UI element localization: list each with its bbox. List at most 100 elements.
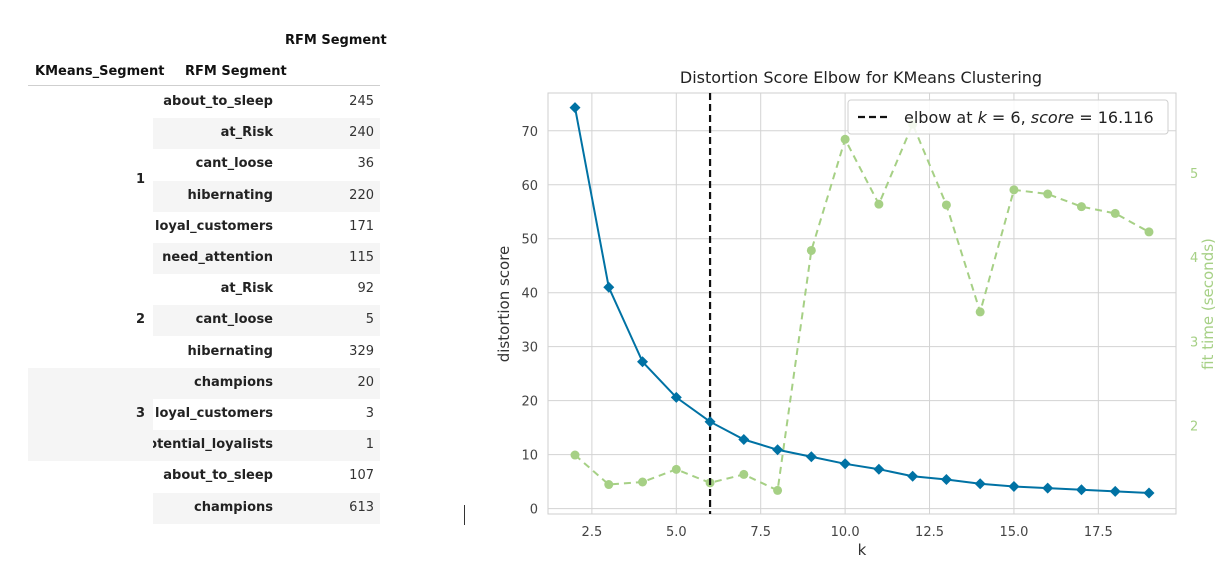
table-row: champions 20	[28, 367, 380, 399]
series	[569, 93, 1155, 514]
distortion-point	[603, 281, 615, 293]
row-background	[153, 367, 380, 399]
distortion-point	[1008, 480, 1020, 492]
distortion-line	[574, 107, 1150, 494]
rfm-segment-label: need_attention	[162, 250, 273, 265]
row-background	[153, 243, 380, 274]
x-axis-label: k	[858, 541, 867, 559]
y-axis-label: distortion score	[495, 246, 513, 363]
x-tick-label: 2.5	[582, 525, 603, 540]
table-row: hibernating 220	[28, 180, 380, 212]
column-header-rfm-segment: RFM Segment	[285, 33, 387, 48]
table-row: cant_loose 5	[28, 305, 380, 337]
fit-time-point	[806, 245, 816, 255]
y2-tick-label: 3	[1190, 335, 1198, 350]
table-row: at_Risk 92	[28, 274, 380, 305]
x-tick-label: 15.0	[999, 525, 1028, 540]
x-tick-label: 5.0	[666, 525, 687, 540]
plot-area	[547, 92, 1177, 515]
kmeans-segment-label: 1	[135, 171, 145, 187]
x-tick-label: 17.5	[1084, 525, 1113, 540]
legend-elbow-label: elbow at k = 6, score = 16.116	[904, 108, 1154, 127]
distortion-point	[1042, 482, 1054, 494]
row-background	[153, 118, 380, 150]
distortion-point	[1143, 487, 1155, 499]
kmeans-group: 1	[28, 87, 153, 274]
table-row: at_Risk 240	[28, 118, 380, 150]
row-background	[153, 180, 380, 212]
y-tick-label: 50	[521, 233, 538, 248]
distortion-point	[907, 470, 919, 482]
fit-time-point	[975, 307, 985, 317]
distortion-point	[704, 416, 716, 428]
fit-time-point	[671, 464, 681, 474]
kmeans-group: 2	[28, 274, 153, 368]
table-row: champions 613	[28, 492, 380, 524]
segment-count: 20	[357, 374, 374, 390]
distortion-point	[839, 458, 851, 470]
rfm-segment-label: champions	[194, 374, 273, 390]
distortion-point	[1075, 484, 1087, 496]
row-background	[153, 430, 380, 462]
segment-count: 240	[349, 125, 374, 141]
kmeans-segment-label: 3	[135, 405, 145, 421]
fit-time-point	[1043, 189, 1053, 199]
segment-count: 220	[349, 187, 374, 203]
distortion-point	[805, 451, 817, 463]
rfm-segment-label: champions	[194, 499, 273, 515]
segment-count: 1	[365, 437, 374, 453]
y-tick-label: 20	[521, 395, 538, 410]
elbow-chart: Distortion Score Elbow for KMeans Cluste…	[495, 68, 1217, 559]
distortion-point	[1109, 485, 1121, 497]
segment-count: 245	[349, 94, 374, 109]
axes: 2.5 5.0 7.5 10.0 12.5 15.0 17.5 0 10 20 30 40 50 60 70…	[521, 125, 1198, 540]
fit-time-point	[840, 134, 850, 144]
segment-count: 613	[349, 499, 374, 515]
y2-tick-label: 5	[1190, 167, 1198, 182]
fit-time-point	[1144, 227, 1154, 237]
fit-time-point	[1076, 202, 1086, 212]
distortion-point	[940, 473, 952, 485]
text-cursor	[464, 505, 465, 525]
y2-tick-label: 4	[1190, 251, 1198, 266]
segment-count: 171	[349, 218, 374, 234]
y-tick-label: 40	[521, 287, 538, 302]
y-tick-label: 30	[521, 341, 538, 356]
table-row: loyal_customers 171	[28, 212, 380, 243]
x-tick-label: 10.0	[831, 525, 860, 540]
rfm-segment-label: hibernating	[187, 343, 273, 359]
fit-time-point	[1009, 185, 1019, 195]
segment-count: 5	[365, 312, 374, 328]
table-row: about_to_sleep 245	[28, 87, 380, 118]
y-tick-label: 0	[530, 503, 538, 518]
y2-tick-label: 2	[1190, 420, 1198, 435]
table-row: loyal_customers 3	[28, 399, 380, 430]
segment-count: 36	[357, 156, 374, 172]
distortion-point	[974, 478, 986, 490]
fit-time-point	[638, 477, 648, 487]
segment-count: 329	[349, 343, 374, 359]
fit-time-point	[773, 485, 783, 495]
kmeans-group: 3	[28, 367, 153, 462]
fit-time-point	[739, 469, 749, 479]
rfm-segment-label: loyal_customers	[155, 218, 273, 234]
rfm-segment-label: hibernating	[187, 187, 273, 203]
y-tick-label: 10	[521, 449, 538, 464]
legend: elbow at k = 6, score = 16.116	[847, 99, 1169, 135]
chart-title: Distortion Score Elbow for KMeans Cluste…	[680, 68, 1042, 87]
table-row: potential_loyalists 1	[28, 430, 380, 462]
segment-count: 115	[349, 250, 374, 265]
row-background	[153, 305, 380, 337]
index-header-rfm-segment: RFM Segment	[185, 64, 287, 79]
row-background	[153, 492, 380, 524]
table-row: cant_loose 36	[28, 149, 380, 180]
distortion-point	[738, 434, 750, 446]
fit-time-point	[941, 200, 951, 210]
rfm-segment-label: cant_loose	[195, 156, 273, 172]
fit-time-point	[1110, 208, 1120, 218]
distortion-point	[569, 102, 581, 114]
x-tick-label: 12.5	[915, 525, 944, 540]
table-row: about_to_sleep 107	[28, 461, 380, 492]
legend-box	[847, 99, 1169, 135]
table-row: need_attention 115	[28, 243, 380, 274]
